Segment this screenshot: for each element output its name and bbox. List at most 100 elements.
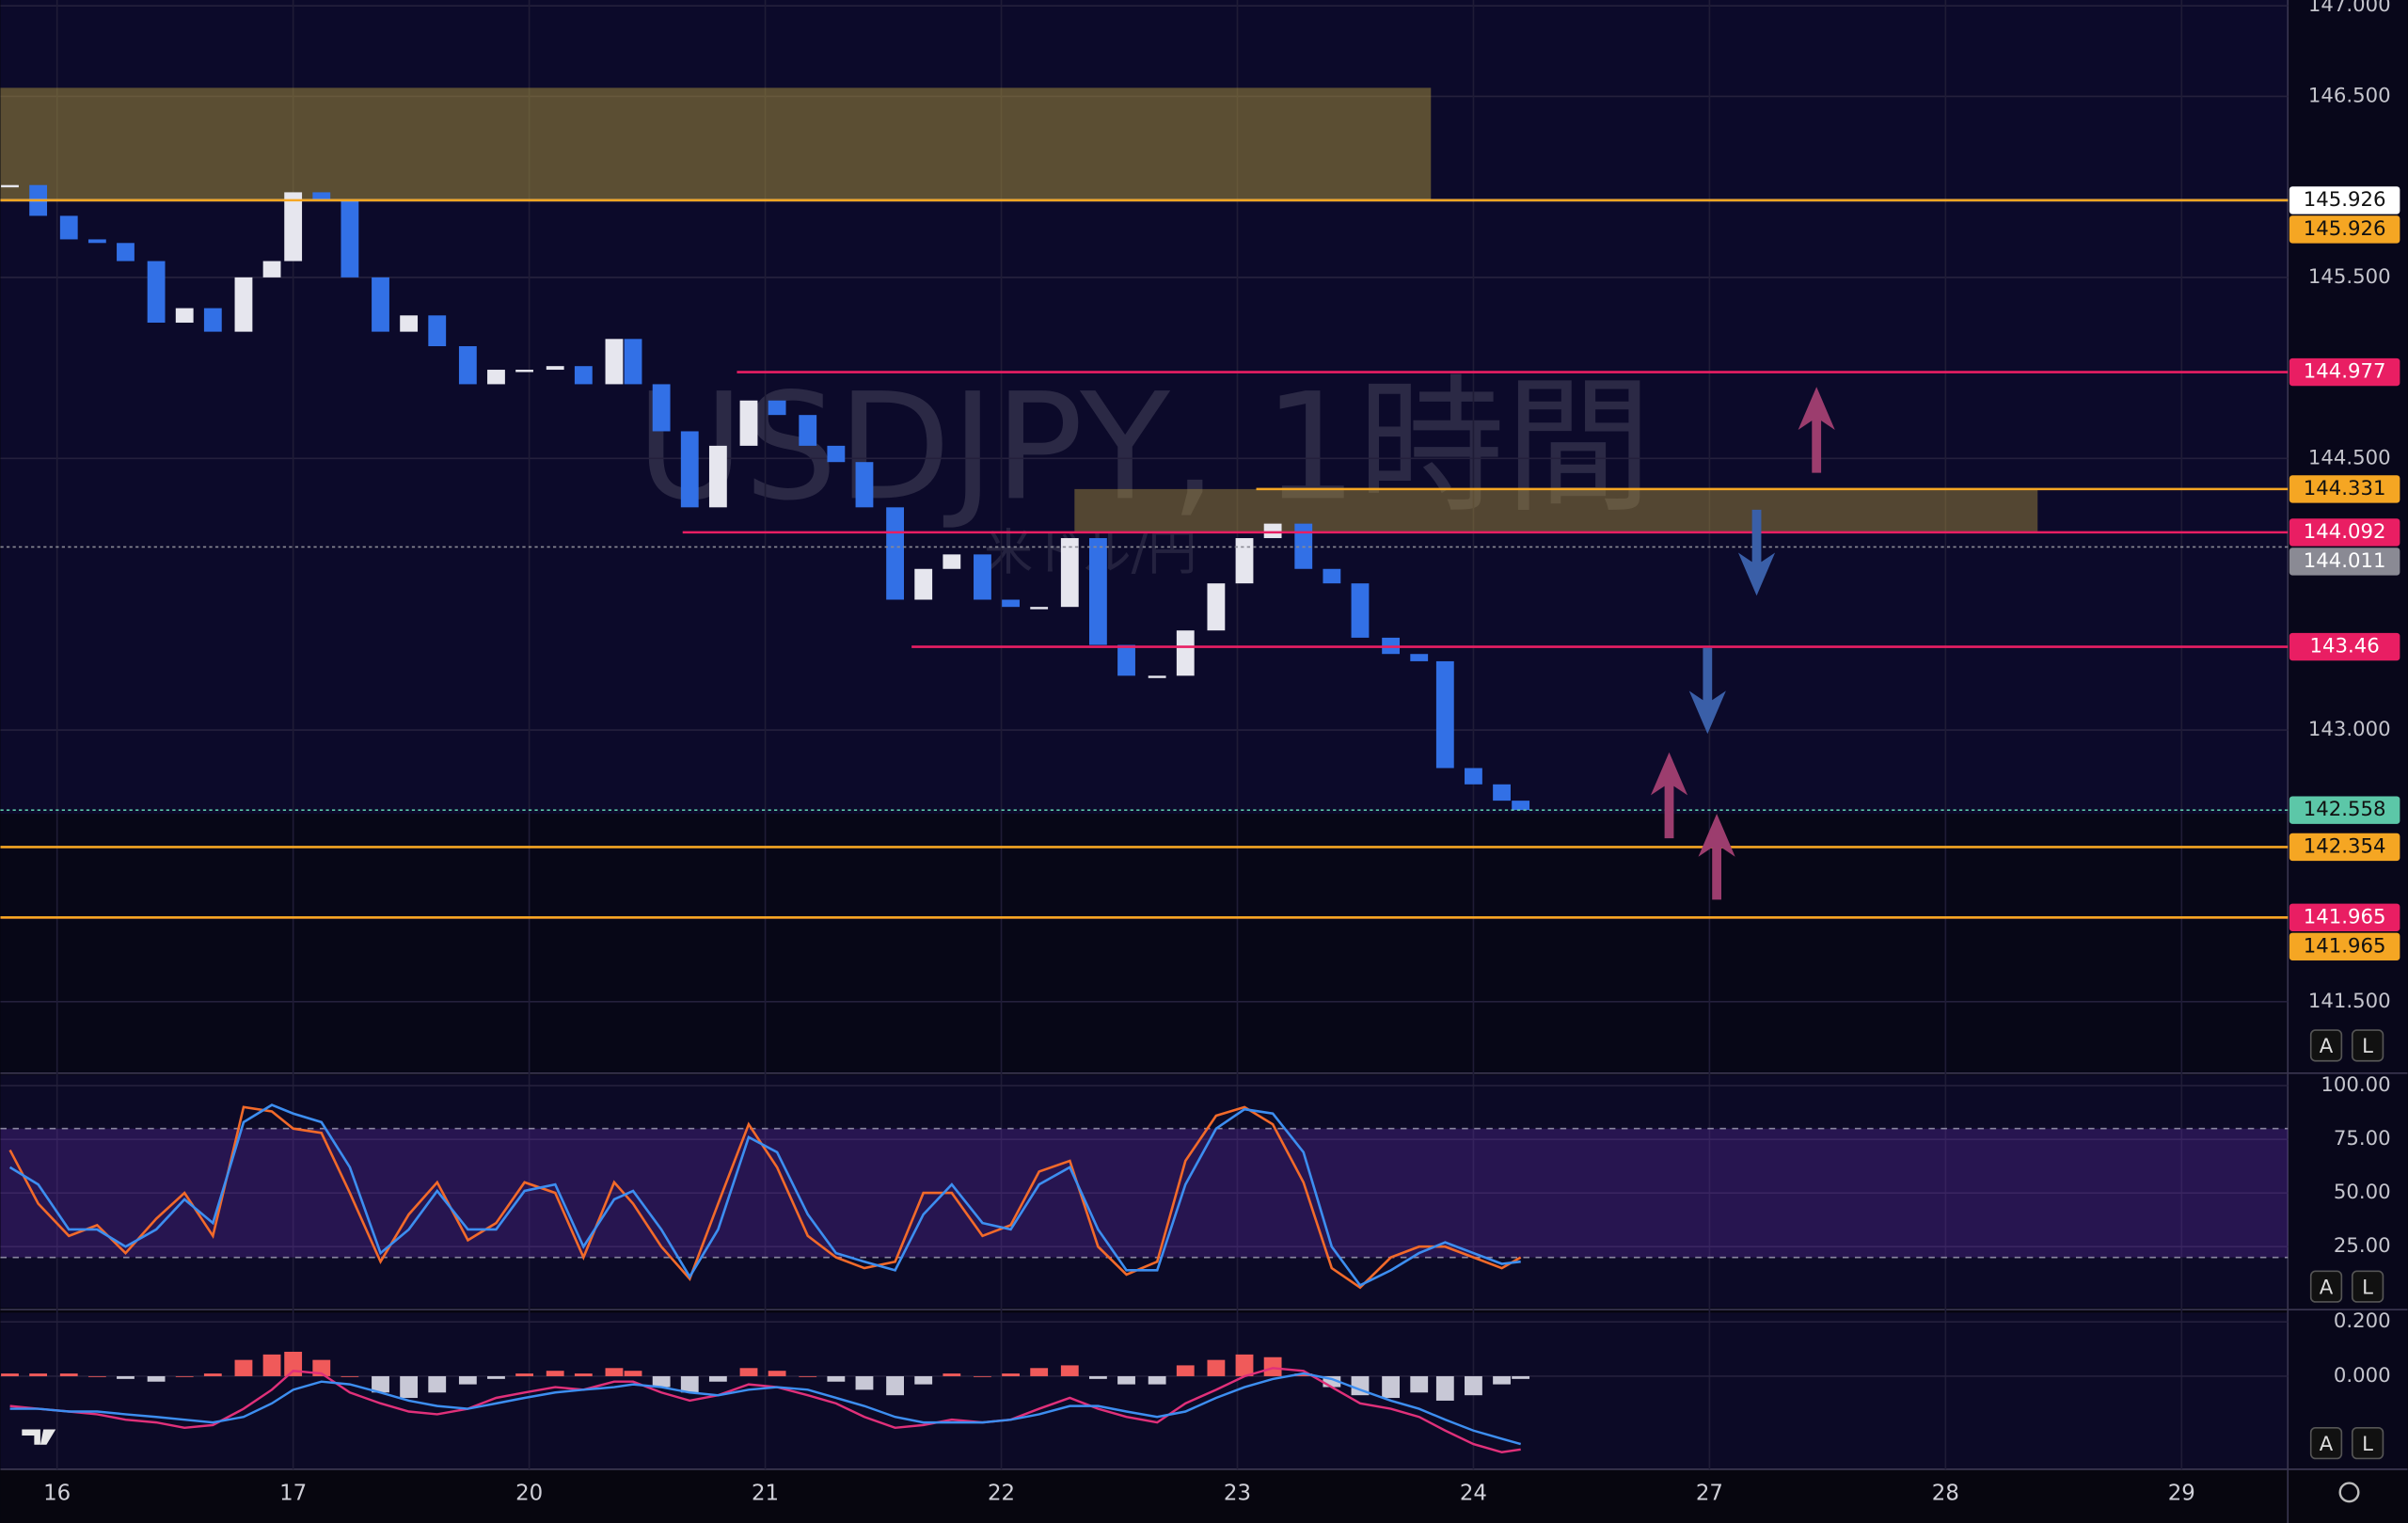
- histogram-bar: [203, 1373, 222, 1376]
- candle: [1351, 583, 1370, 638]
- candle: [574, 366, 593, 385]
- y-tick-label: 143.000: [2308, 718, 2391, 741]
- histogram-bar: [87, 1375, 106, 1377]
- level-label: 144.331: [2304, 477, 2386, 500]
- histogram-bar: [574, 1373, 593, 1376]
- settings-button[interactable]: [2338, 1482, 2360, 1503]
- series-line: [9, 1367, 1521, 1454]
- control-label[interactable]: L: [2362, 1433, 2373, 1456]
- histogram-bar: [428, 1375, 447, 1393]
- candle: [605, 339, 624, 385]
- histogram-bar: [605, 1368, 624, 1376]
- control-label[interactable]: L: [2362, 1035, 2373, 1058]
- candle: [974, 554, 991, 600]
- histogram-bar: [680, 1375, 699, 1393]
- control-button[interactable]: [2351, 1029, 2384, 1062]
- level-label: 144.092: [2304, 520, 2386, 544]
- candle: [147, 261, 166, 323]
- histogram-bar: [1294, 1373, 1313, 1376]
- arrow-up: [1698, 813, 1735, 900]
- histogram-bar: [855, 1375, 874, 1390]
- candle: [59, 215, 78, 240]
- candle: [1089, 538, 1107, 645]
- histogram-bar: [652, 1375, 671, 1388]
- histogram-bar: [400, 1375, 419, 1399]
- candle: [1030, 607, 1049, 610]
- arrow-down: [1688, 647, 1726, 735]
- candle: [341, 199, 359, 278]
- histogram-bar: [624, 1371, 642, 1376]
- x-tick-label: 27: [1696, 1481, 1723, 1505]
- candle: [400, 315, 419, 332]
- x-tick-label: 20: [515, 1481, 543, 1505]
- histogram-bar: [1493, 1375, 1511, 1385]
- level-label: 142.558: [2304, 798, 2386, 821]
- candle: [855, 462, 874, 508]
- histogram-bar: [341, 1375, 359, 1377]
- y-tick-label: 0.200: [2334, 1309, 2391, 1333]
- level-label: 144.977: [2304, 360, 2386, 384]
- arrow-up: [1650, 752, 1688, 839]
- histogram-bar: [1512, 1375, 1530, 1379]
- level-tag: [2289, 215, 2400, 244]
- series-line: [8, 1103, 1521, 1288]
- control-button[interactable]: [2309, 1270, 2343, 1303]
- candle: [87, 239, 106, 244]
- y-tick-label: 0.000: [2334, 1364, 2391, 1388]
- candle: [1410, 654, 1429, 661]
- y-tick-label: 25.00: [2334, 1234, 2391, 1258]
- candle: [458, 346, 477, 385]
- candle: [1512, 801, 1530, 811]
- control-button[interactable]: [2309, 1029, 2343, 1062]
- histogram-bar: [914, 1375, 933, 1385]
- histogram-bar: [1117, 1375, 1135, 1385]
- histogram-bar: [799, 1375, 817, 1377]
- control-label[interactable]: A: [2320, 1276, 2334, 1299]
- control-button[interactable]: [2351, 1426, 2384, 1460]
- date-axis-bg: [0, 1468, 2408, 1523]
- histogram-bar: [1263, 1356, 1282, 1376]
- candle: [708, 445, 727, 508]
- candle: [203, 308, 222, 332]
- y-tick-label: 100.00: [2321, 1073, 2390, 1097]
- level-label: 145.926: [2304, 217, 2386, 241]
- macd-panel-bg: [0, 1312, 2289, 1469]
- series-line: [9, 1372, 1522, 1446]
- histogram-bar: [1207, 1359, 1226, 1376]
- level-tag: [2289, 518, 2400, 547]
- candle: [262, 261, 281, 278]
- y-tick-label: 141.500: [2308, 990, 2391, 1013]
- candle: [234, 277, 253, 332]
- control-label[interactable]: L: [2362, 1276, 2373, 1299]
- histogram-bar: [1148, 1375, 1166, 1385]
- watermark-title: USDJPY, 1時間: [636, 361, 1652, 532]
- candle: [652, 384, 671, 432]
- price-axis-bg: [2288, 0, 2408, 1469]
- level-tag: [2289, 903, 2400, 931]
- histogram-bar: [546, 1371, 564, 1376]
- candle: [739, 400, 758, 446]
- candle: [1263, 523, 1282, 539]
- x-tick-label: 16: [43, 1481, 71, 1505]
- histogram-bar: [1323, 1375, 1341, 1388]
- control-button[interactable]: [2309, 1426, 2343, 1460]
- histogram-bar: [768, 1371, 786, 1376]
- level-tag: [2289, 547, 2400, 576]
- candle: [943, 554, 961, 569]
- candle: [1117, 644, 1135, 676]
- candle: [827, 445, 846, 463]
- histogram-bar: [943, 1373, 961, 1376]
- histogram-bar: [1176, 1365, 1195, 1376]
- candle: [1, 184, 19, 188]
- level-tag: [2289, 186, 2400, 214]
- level-label: 143.46: [2310, 635, 2380, 658]
- arrow-down: [1737, 509, 1776, 596]
- histogram-bar: [487, 1375, 505, 1379]
- control-group: A L A L A L: [2309, 1029, 2384, 1460]
- control-label[interactable]: A: [2320, 1035, 2334, 1058]
- candle: [1465, 768, 1482, 785]
- control-button[interactable]: [2351, 1270, 2384, 1303]
- histogram-bar: [1002, 1373, 1020, 1376]
- histogram-bar: [1, 1373, 19, 1376]
- control-label[interactable]: A: [2320, 1433, 2334, 1456]
